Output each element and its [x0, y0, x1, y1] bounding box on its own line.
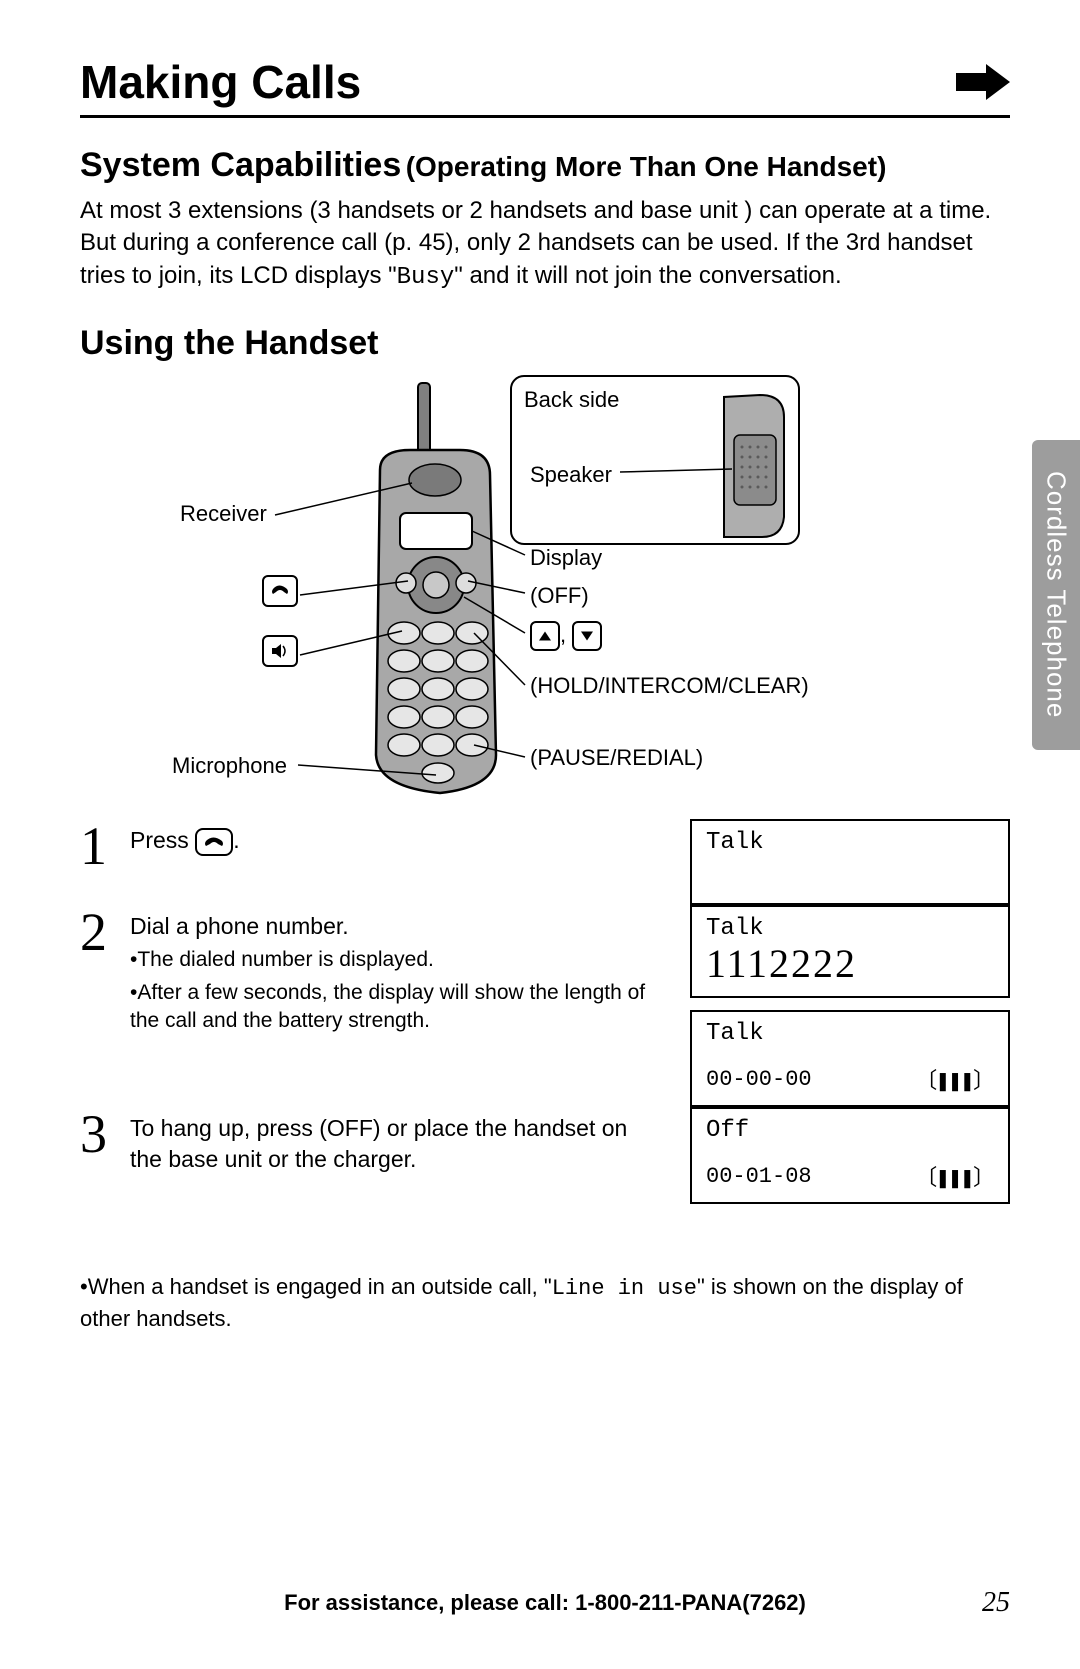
footnote: •When a handset is engaged in an outside… [80, 1272, 1010, 1333]
page-title: Making Calls [80, 55, 361, 109]
page-number: 25 [960, 1587, 1010, 1619]
using-handset-heading: Using the Handset [80, 324, 1010, 363]
system-capabilities-heading: System Capabilities (Operating More Than… [80, 146, 1010, 185]
side-tab-label: Cordless Telephone [1041, 471, 1072, 718]
section1-subtitle: (Operating More Than One Handset) [406, 151, 887, 182]
speaker-key-icon [262, 635, 298, 667]
label-pause: (PAUSE/REDIAL) [530, 745, 703, 771]
label-receiver: Receiver [180, 501, 267, 527]
label-arrows: , [530, 621, 602, 651]
lcd-step2b: Talk 00-00-00 〔❚❚❚〕 [690, 1010, 1010, 1107]
talk-key-icon [262, 575, 298, 607]
backside-inset: Back side Speaker [510, 375, 800, 545]
step-2-num: 2 [80, 905, 130, 959]
step-3-num: 3 [80, 1107, 130, 1161]
step-1: 1 Press . [80, 819, 670, 873]
arrow-right-icon [956, 64, 1010, 100]
backside-title: Back side [524, 387, 786, 413]
label-microphone: Microphone [172, 753, 287, 779]
lcd-step1: Talk [690, 819, 1010, 905]
step-3: 3 To hang up, press (OFF) or place the h… [80, 1107, 670, 1175]
lcd-step2a: Talk 1112222 [690, 905, 1010, 998]
lcd-step3: Off 00-01-08 〔❚❚❚〕 [690, 1107, 1010, 1204]
down-arrow-icon [572, 621, 602, 651]
handset-diagram: Back side Speaker Receiver [80, 375, 1010, 805]
steps-list: 1 Press . Talk 2 Dial a phone number. [80, 819, 1010, 1204]
step-1-num: 1 [80, 819, 130, 873]
label-speaker: Speaker [530, 462, 612, 488]
system-capabilities-body: At most 3 extensions (3 handsets or 2 ha… [80, 195, 1010, 294]
label-display: Display [530, 545, 602, 571]
label-hold: (HOLD/INTERCOM/CLEAR) [530, 673, 809, 699]
step-2: 2 Dial a phone number. •The dialed numbe… [80, 905, 670, 1035]
side-tab: Cordless Telephone [1032, 440, 1080, 750]
up-arrow-icon [530, 621, 560, 651]
section1-title: System Capabilities [80, 146, 401, 184]
footer-assistance: For assistance, please call: 1-800-211-P… [130, 1590, 960, 1616]
label-off: (OFF) [530, 583, 589, 609]
talk-key-inline-icon [195, 828, 233, 856]
